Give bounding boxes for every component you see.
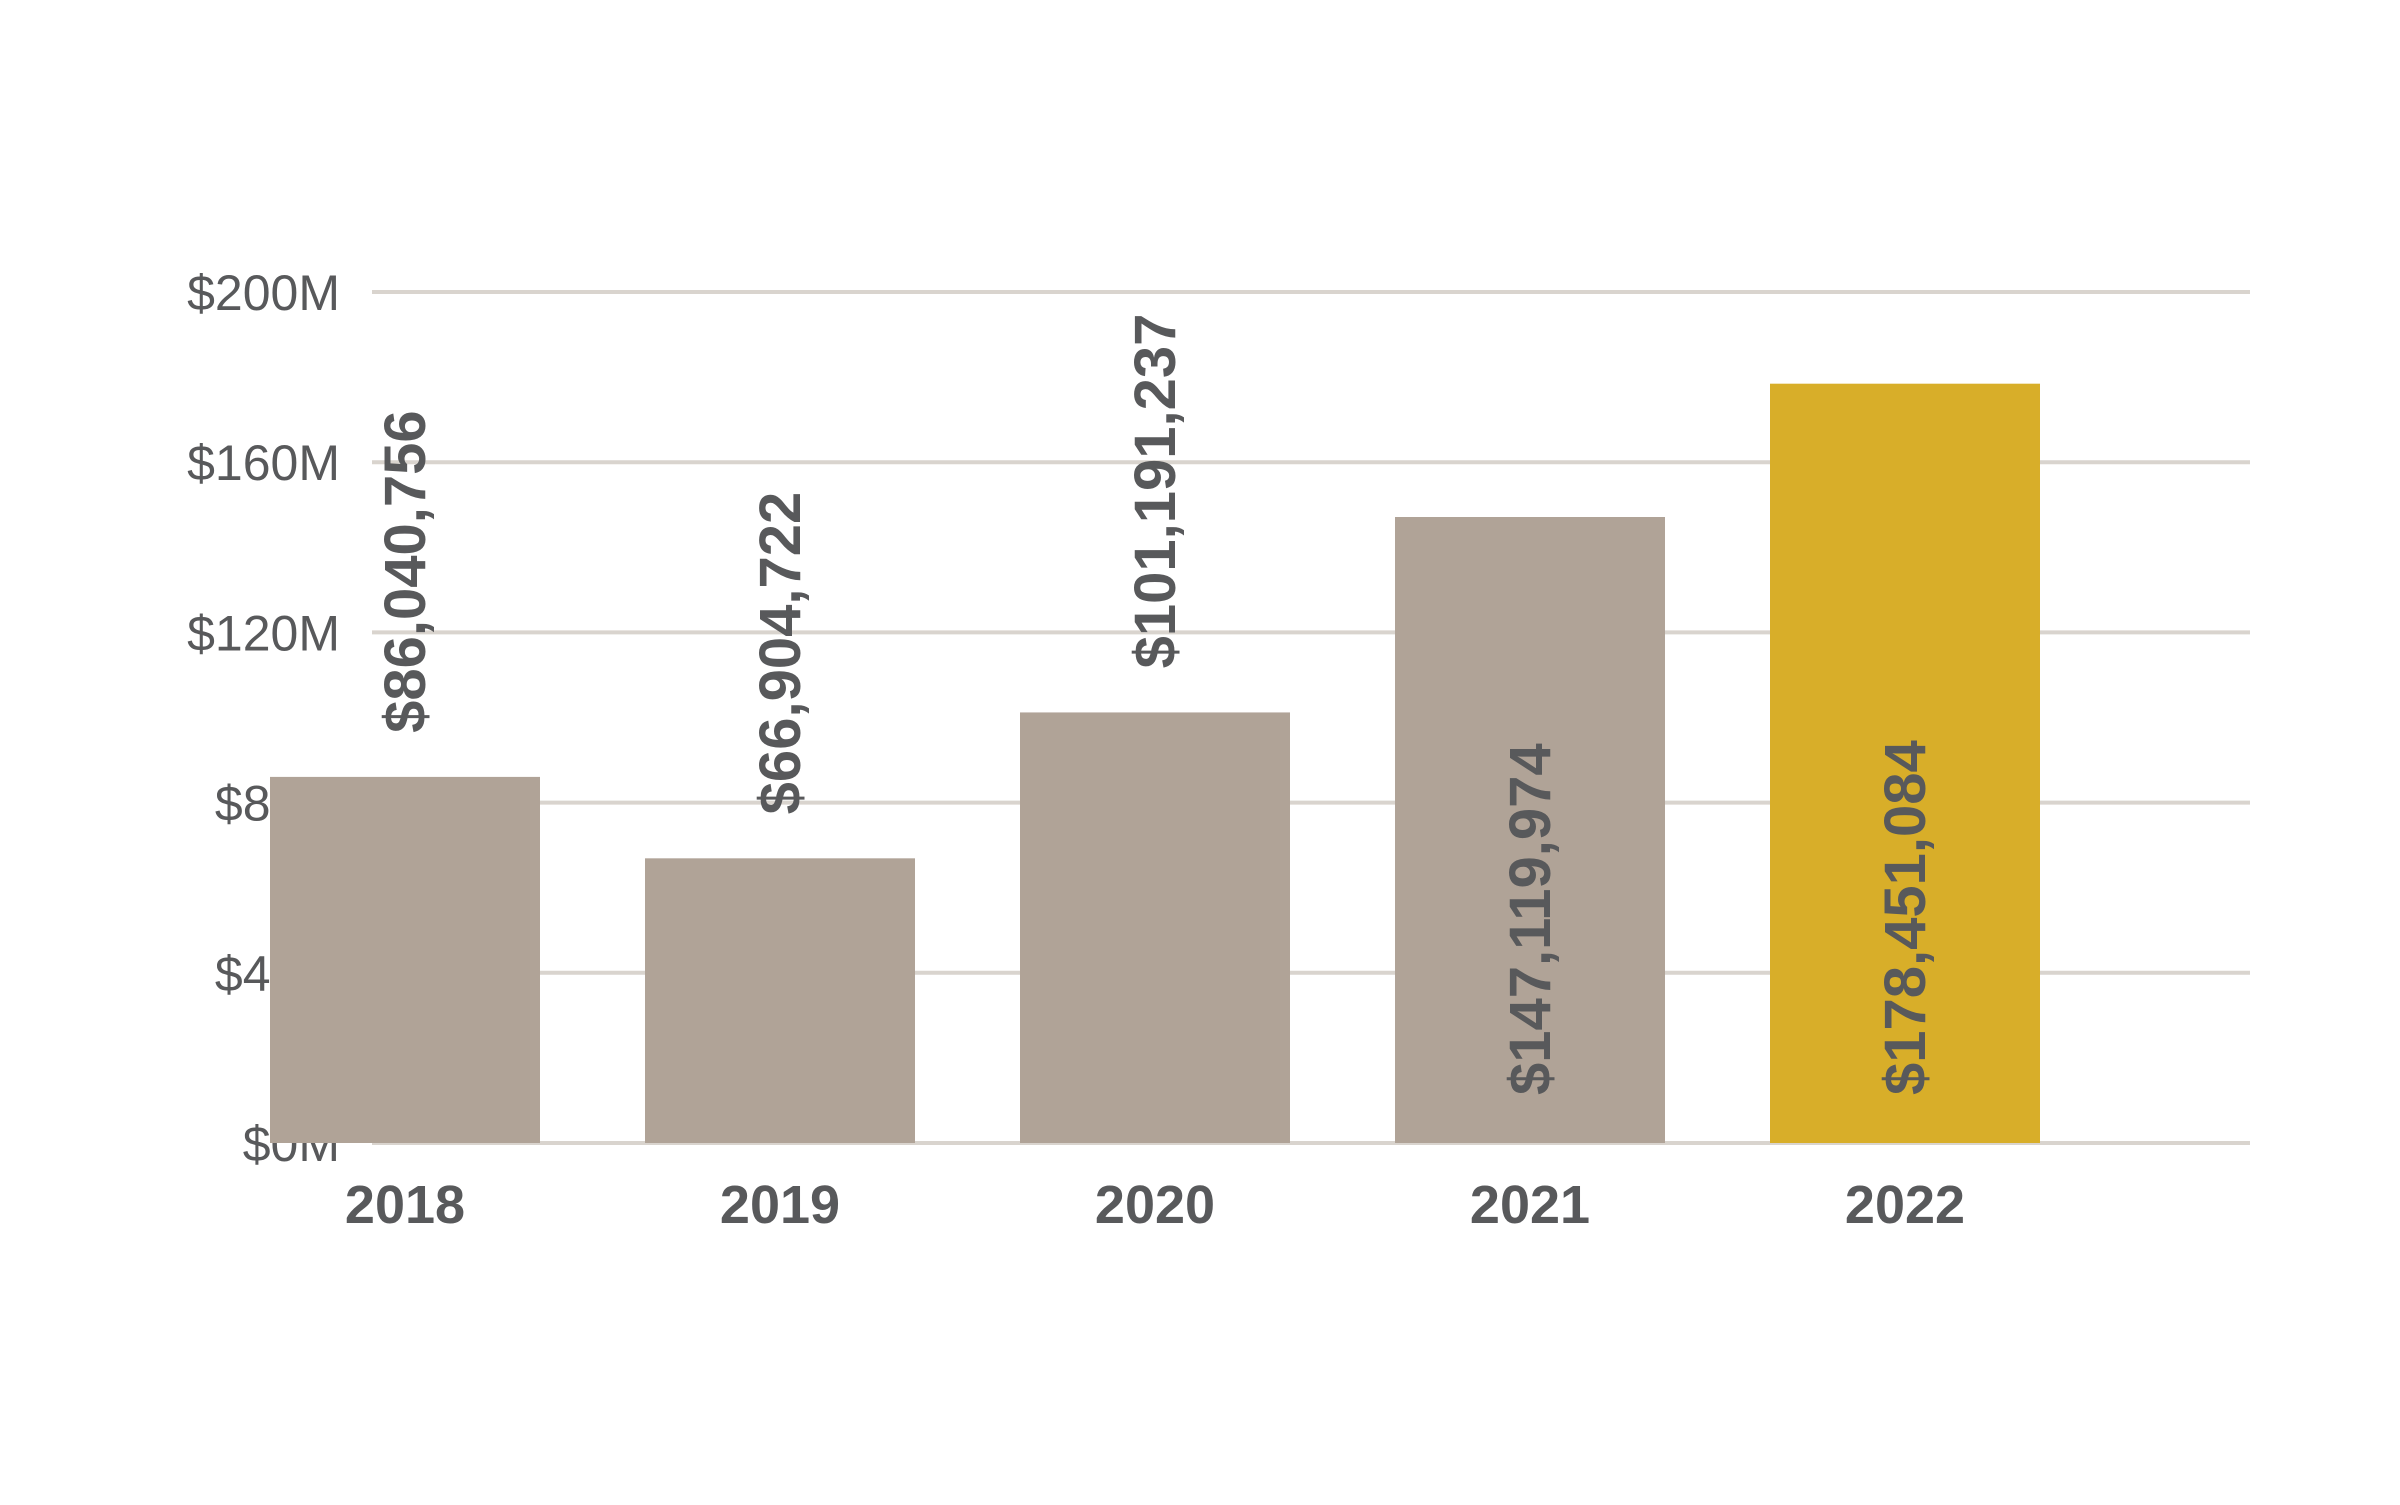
bar	[270, 776, 540, 1143]
data-label: $101,191,237	[1123, 314, 1188, 669]
x-tick-label: 2018	[345, 1175, 465, 1235]
y-tick-label: $200M	[187, 265, 340, 321]
data-label: $178,451,084	[1873, 740, 1938, 1095]
bar	[1770, 383, 2040, 1143]
x-tick-label: 2021	[1470, 1175, 1590, 1235]
y-tick-label: $160M	[187, 435, 340, 491]
x-tick-label: 2019	[720, 1175, 840, 1235]
data-label: $86,040,756	[373, 410, 438, 733]
bar	[1020, 712, 1290, 1143]
bar	[645, 858, 915, 1143]
x-tick-label: 2022	[1845, 1175, 1965, 1235]
data-labels: $86,040,756 $66,904,722 $101,191,237 $147,1…	[373, 314, 1938, 1095]
data-label: $66,904,722	[748, 492, 813, 815]
x-tick-label: 2020	[1095, 1175, 1215, 1235]
x-axis-tick-labels: 2018 2019 2020 2021 2022	[345, 1175, 1965, 1235]
bars	[270, 383, 2040, 1143]
y-tick-label: $120M	[187, 605, 340, 661]
data-label: $147,119,974	[1498, 743, 1563, 1095]
bar	[1395, 517, 1665, 1143]
